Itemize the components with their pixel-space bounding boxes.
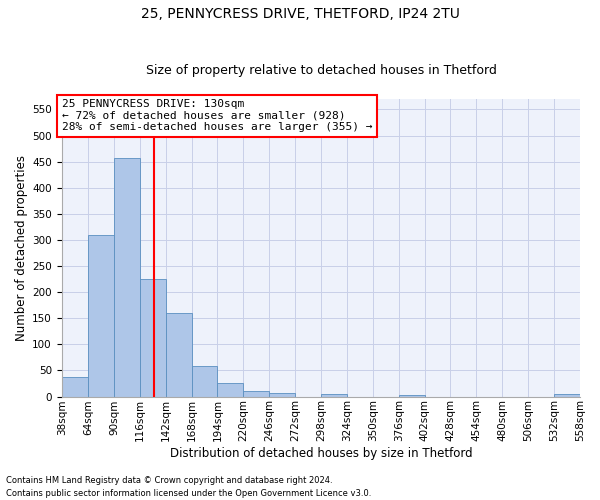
Text: 25 PENNYCRESS DRIVE: 130sqm
← 72% of detached houses are smaller (928)
28% of se: 25 PENNYCRESS DRIVE: 130sqm ← 72% of det… xyxy=(62,99,372,132)
X-axis label: Distribution of detached houses by size in Thetford: Distribution of detached houses by size … xyxy=(170,447,472,460)
Bar xyxy=(269,393,295,396)
Bar xyxy=(191,366,217,396)
Text: Contains HM Land Registry data © Crown copyright and database right 2024.
Contai: Contains HM Land Registry data © Crown c… xyxy=(6,476,371,498)
Y-axis label: Number of detached properties: Number of detached properties xyxy=(15,155,28,341)
Bar xyxy=(399,395,425,396)
Bar xyxy=(554,394,580,396)
Bar xyxy=(88,234,114,396)
Bar xyxy=(62,376,88,396)
Bar xyxy=(244,392,269,396)
Bar xyxy=(321,394,347,396)
Bar xyxy=(140,279,166,396)
Title: Size of property relative to detached houses in Thetford: Size of property relative to detached ho… xyxy=(146,64,496,77)
Bar xyxy=(114,158,140,396)
Bar xyxy=(217,384,244,396)
Bar xyxy=(166,313,191,396)
Text: 25, PENNYCRESS DRIVE, THETFORD, IP24 2TU: 25, PENNYCRESS DRIVE, THETFORD, IP24 2TU xyxy=(140,8,460,22)
